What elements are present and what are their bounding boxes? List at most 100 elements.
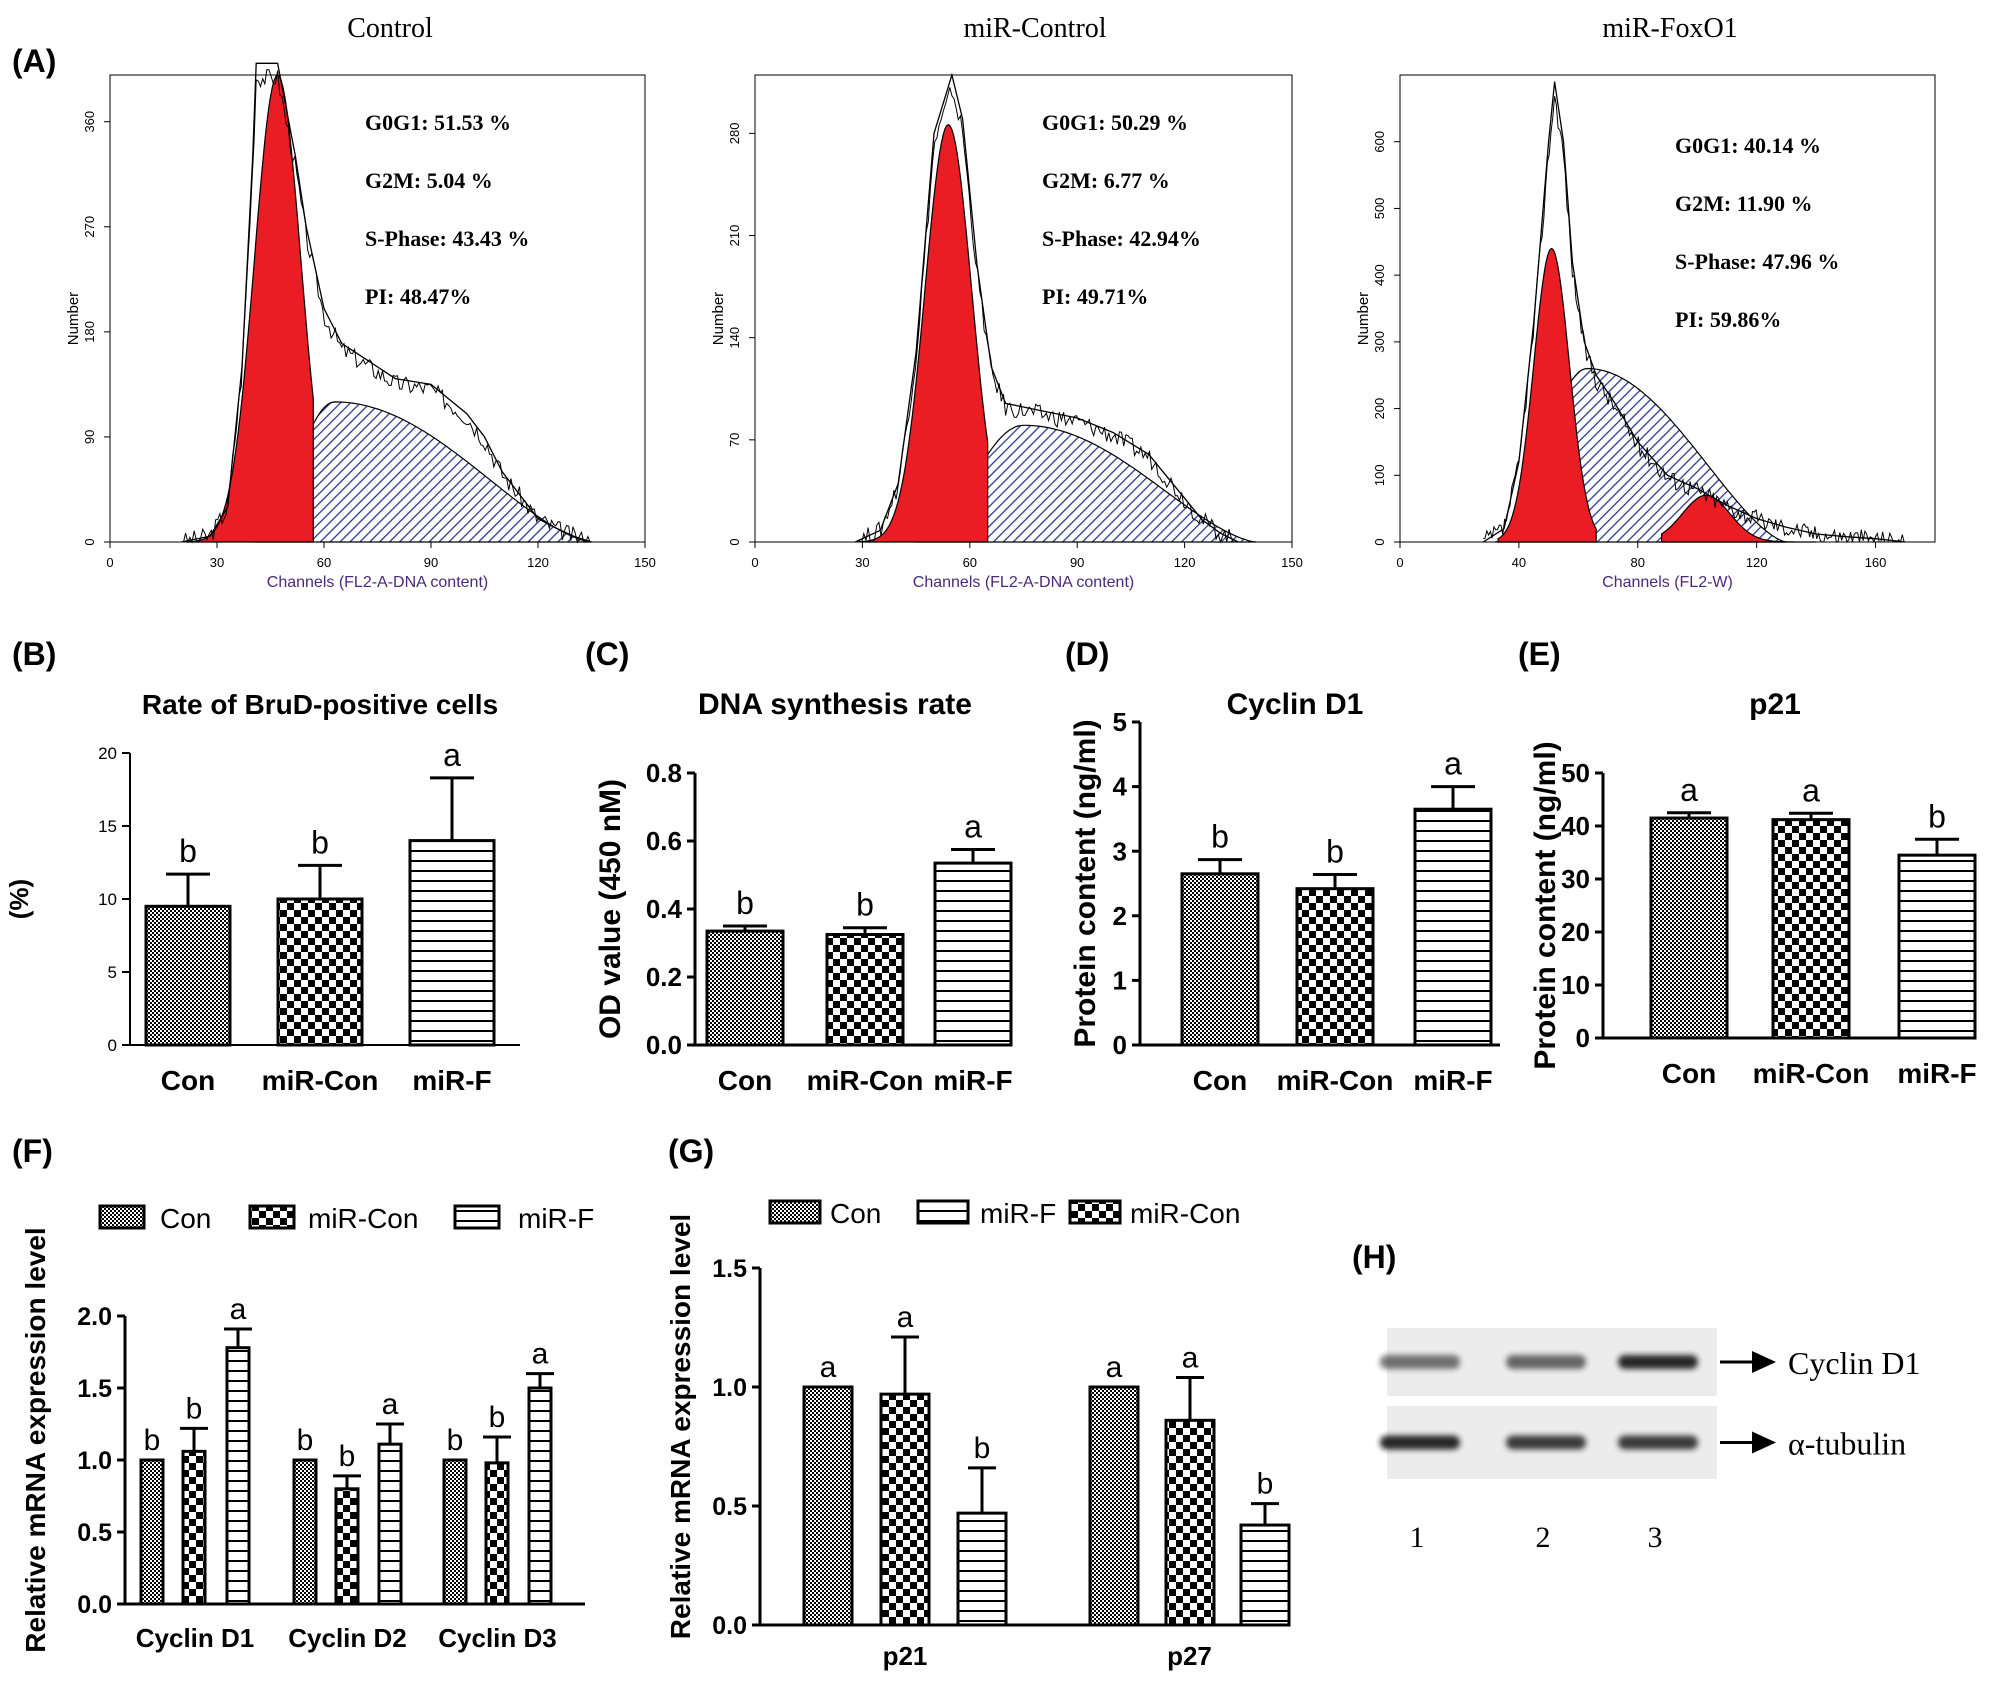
y-tick-label: 210 — [727, 225, 742, 247]
phase-stat: G2M: 6.77 % — [1042, 168, 1170, 193]
category-label: miR-F — [1897, 1058, 1976, 1089]
significance-letter: a — [1680, 772, 1698, 808]
category-label: Cyclin D2 — [288, 1623, 407, 1653]
y-axis-label: Number — [65, 292, 82, 345]
x-tick-label: 90 — [424, 555, 438, 570]
x-tick-label: 60 — [317, 555, 331, 570]
x-tick-label: 150 — [634, 555, 656, 570]
category-label: Con — [161, 1065, 215, 1096]
category-label: Con — [1193, 1065, 1247, 1096]
legend-swatch — [768, 1199, 822, 1225]
y-tick-label: 1.0 — [77, 1447, 112, 1475]
bar — [1180, 872, 1260, 1047]
y-tick-label: 0.0 — [712, 1612, 747, 1640]
y-tick-label: 70 — [727, 433, 742, 447]
y-tick-label: 4 — [1113, 772, 1128, 802]
western-blot: Cyclin D1 α-tubulin 1 2 3 — [1380, 1328, 1920, 1554]
x-axis-label: Channels (FL2-A-DNA content) — [267, 574, 488, 591]
phase-stat: G0G1: 40.14 % — [1675, 133, 1821, 158]
x-tick-label: 120 — [527, 555, 549, 570]
x-tick-label: 0 — [1396, 555, 1403, 570]
bar — [1897, 853, 1977, 1040]
raw-histogram-outline — [1483, 96, 1905, 544]
significance-letter: b — [974, 1432, 991, 1465]
significance-letter: b — [1257, 1468, 1274, 1501]
y-axis-label: Relative mRNA expression level — [665, 1214, 696, 1639]
significance-letter: b — [339, 1440, 356, 1473]
y-tick-label: 20 — [1561, 917, 1590, 947]
significance-letter: b — [186, 1392, 203, 1425]
y-axis-label: Protein content (ng/ml) — [1529, 741, 1562, 1069]
x-tick-label: 30 — [855, 555, 869, 570]
x-tick-label: 80 — [1631, 555, 1645, 570]
bar — [408, 839, 496, 1047]
y-tick-label: 100 — [1372, 464, 1387, 486]
legend-swatch — [916, 1199, 970, 1225]
y-tick-label: 0.4 — [646, 894, 683, 924]
y-tick-label: 1.5 — [77, 1375, 112, 1403]
arrow-head-icon — [1752, 1431, 1776, 1454]
x-tick-label: 150 — [1281, 555, 1303, 570]
y-tick-label: 3 — [1113, 836, 1127, 866]
y-tick-label: 90 — [82, 430, 97, 444]
raw-histogram-outline — [181, 68, 591, 544]
bar-chart-dna-synthesis: DNA synthesis rate 0.0 0.2 0.4 0.6 0.8 OD valu… — [594, 688, 1013, 1096]
significance-letter: a — [897, 1301, 914, 1334]
y-tick-label: 270 — [82, 216, 97, 238]
y-tick-label: 0.5 — [77, 1519, 112, 1547]
histogram-title: miR-Control — [963, 13, 1106, 44]
y-tick-label: 5 — [1113, 707, 1127, 737]
bar — [1164, 1418, 1216, 1627]
y-tick-label: 20 — [98, 744, 117, 763]
significance-letter: b — [1211, 819, 1229, 855]
y-tick-label: 10 — [1561, 970, 1590, 1000]
panel-letter-a: (A) — [12, 43, 56, 79]
significance-letter: a — [443, 737, 461, 773]
blot-band — [1618, 1435, 1698, 1450]
y-tick-label: 30 — [1561, 864, 1590, 894]
y-tick-label: 1.5 — [712, 1255, 747, 1283]
significance-letter: a — [964, 809, 982, 845]
band-label: Cyclin D1 — [1788, 1345, 1920, 1381]
blot-band — [1380, 1435, 1460, 1450]
phase-stat: S-Phase: 42.94% — [1042, 226, 1201, 251]
bar — [292, 1458, 318, 1606]
significance-letter: b — [736, 885, 754, 921]
panel-letter-f: (F) — [12, 1133, 53, 1169]
category-label: miR-F — [933, 1065, 1012, 1096]
y-tick-label: 0.5 — [712, 1493, 747, 1521]
category-label: Cyclin D3 — [438, 1623, 557, 1653]
chart-title: DNA synthesis rate — [698, 688, 972, 721]
significance-letter: b — [1326, 833, 1344, 869]
y-tick-label: 0 — [727, 538, 742, 545]
legend-swatch — [1068, 1199, 1122, 1225]
raw-histogram-outline — [855, 87, 1238, 544]
y-tick-label: 1.0 — [712, 1374, 747, 1402]
category-label: miR-Con — [262, 1065, 379, 1096]
x-tick-label: 40 — [1512, 555, 1526, 570]
y-tick-label: 0 — [108, 1036, 117, 1055]
y-tick-label: 15 — [98, 817, 117, 836]
bar — [276, 897, 364, 1047]
significance-letter: b — [311, 824, 329, 860]
y-tick-label: 2.0 — [77, 1303, 112, 1331]
x-tick-label: 0 — [106, 555, 113, 570]
y-tick-label: 280 — [727, 123, 742, 145]
y-tick-label: 0 — [1372, 538, 1387, 545]
blot-band — [1618, 1355, 1698, 1369]
category-label: miR-F — [412, 1065, 491, 1096]
bar — [933, 861, 1013, 1047]
x-axis-label: Channels (FL2-A-DNA content) — [913, 574, 1134, 591]
bar — [802, 1385, 854, 1627]
legend-swatch — [98, 1204, 146, 1230]
y-tick-label: 360 — [82, 111, 97, 133]
phase-stat: PI: 49.71% — [1042, 284, 1148, 309]
bar — [879, 1392, 931, 1627]
y-tick-label: 5 — [108, 963, 117, 982]
lane-number: 3 — [1648, 1521, 1663, 1554]
category-label: miR-Con — [1753, 1058, 1870, 1089]
bar — [1771, 818, 1851, 1040]
g2m-peak — [1660, 494, 1817, 543]
significance-letter: b — [489, 1401, 506, 1434]
